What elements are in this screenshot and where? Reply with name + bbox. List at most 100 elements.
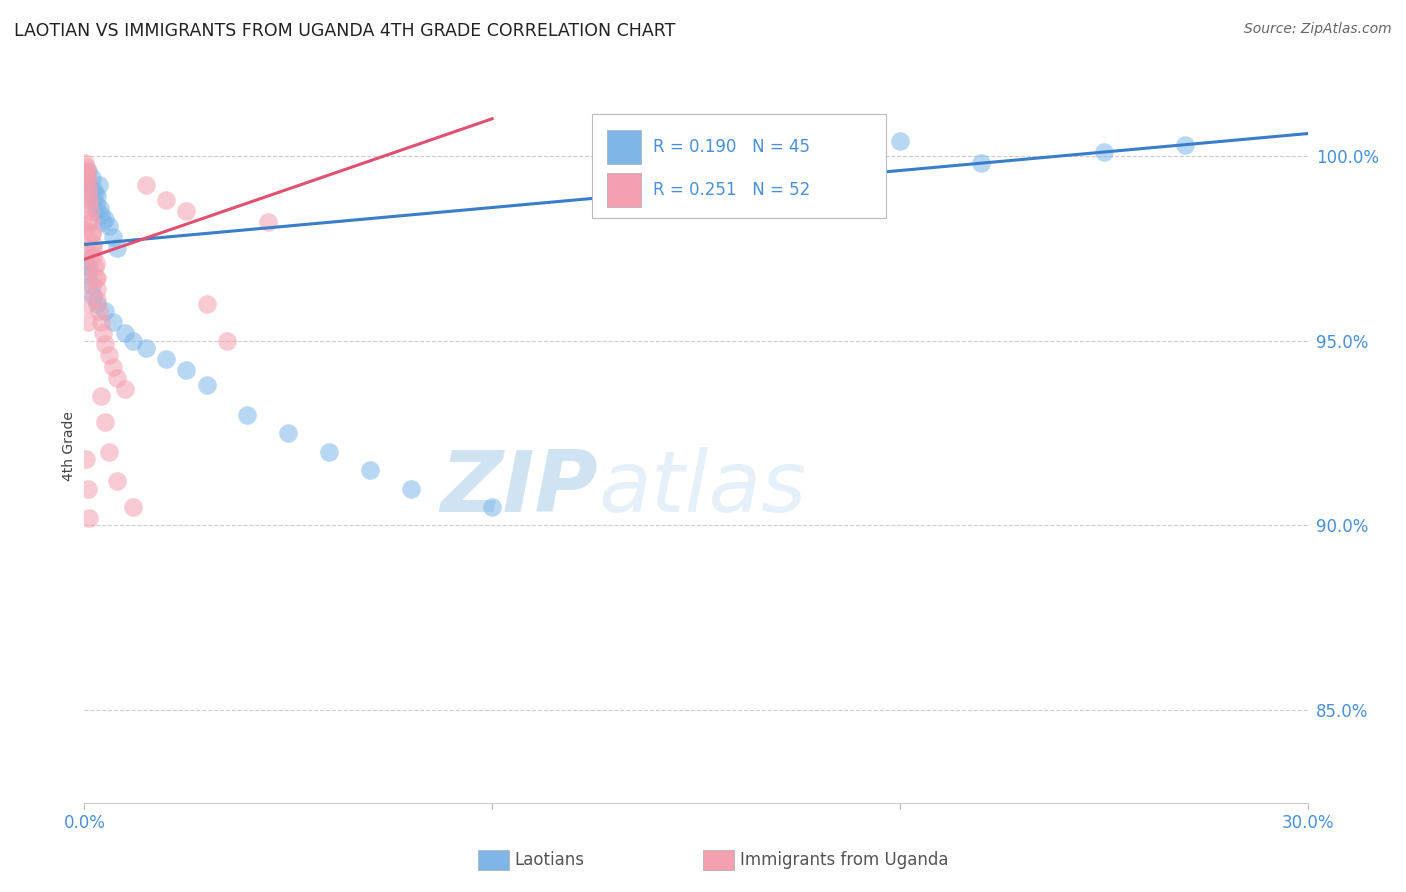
Text: R = 0.251   N = 52: R = 0.251 N = 52: [654, 181, 810, 199]
Point: [76, 278, 98, 293]
Point: [122, 334, 145, 348]
Point: [114, 382, 136, 396]
Point: [82, 193, 104, 207]
Text: ZIP: ZIP: [440, 447, 598, 531]
Point: [86, 293, 108, 307]
Point: [80, 227, 103, 241]
Point: [84, 270, 107, 285]
FancyBboxPatch shape: [592, 114, 886, 218]
Point: [76, 175, 98, 189]
Point: [135, 341, 157, 355]
Point: [1092, 145, 1115, 159]
Point: [75, 156, 97, 170]
Point: [101, 230, 124, 244]
Point: [76, 163, 98, 178]
Point: [84, 256, 107, 270]
Point: [97, 219, 120, 233]
Point: [105, 370, 128, 384]
Point: [77, 315, 100, 329]
Point: [174, 363, 197, 377]
Point: [91, 326, 114, 341]
Point: [86, 296, 108, 310]
Point: [122, 500, 145, 514]
Text: LAOTIAN VS IMMIGRANTS FROM UGANDA 4TH GRADE CORRELATION CHART: LAOTIAN VS IMMIGRANTS FROM UGANDA 4TH GR…: [14, 22, 675, 40]
Point: [83, 186, 105, 200]
Point: [77, 260, 100, 274]
Point: [82, 249, 104, 263]
Point: [217, 334, 239, 348]
Point: [1174, 137, 1197, 152]
Point: [76, 175, 98, 189]
Point: [277, 425, 299, 440]
Point: [82, 241, 104, 255]
Point: [82, 237, 104, 252]
Point: [93, 304, 117, 318]
Point: [77, 193, 100, 207]
Point: [76, 296, 98, 310]
Point: [195, 296, 218, 310]
Point: [84, 196, 107, 211]
Text: atlas: atlas: [598, 447, 806, 531]
Point: [86, 282, 108, 296]
Text: R = 0.190   N = 45: R = 0.190 N = 45: [654, 138, 810, 156]
Point: [90, 208, 112, 222]
Point: [79, 186, 101, 200]
Point: [155, 352, 177, 367]
Text: Laotians: Laotians: [515, 851, 585, 869]
Point: [481, 500, 503, 514]
Point: [75, 260, 97, 274]
Point: [75, 160, 97, 174]
Point: [76, 267, 98, 281]
Point: [77, 511, 100, 525]
Point: [75, 223, 97, 237]
Point: [889, 134, 911, 148]
Point: [97, 348, 120, 362]
Point: [76, 170, 98, 185]
Bar: [606, 130, 641, 164]
Point: [195, 378, 218, 392]
Point: [89, 201, 111, 215]
Point: [105, 241, 128, 255]
Point: [93, 211, 117, 226]
Point: [970, 156, 993, 170]
Point: [91, 215, 114, 229]
Point: [80, 227, 103, 241]
Point: [75, 241, 97, 255]
Point: [77, 196, 100, 211]
Text: 30.0%: 30.0%: [1281, 814, 1334, 832]
Point: [685, 141, 707, 155]
Point: [86, 204, 108, 219]
Point: [86, 270, 108, 285]
Point: [75, 167, 97, 181]
Point: [79, 204, 101, 219]
Point: [105, 474, 128, 488]
Point: [76, 482, 98, 496]
Point: [399, 482, 422, 496]
Point: [80, 170, 103, 185]
Point: [174, 204, 197, 219]
Point: [77, 186, 100, 200]
Text: Immigrants from Uganda: Immigrants from Uganda: [740, 851, 948, 869]
Point: [97, 444, 120, 458]
Point: [75, 167, 97, 181]
Point: [82, 182, 104, 196]
Point: [93, 337, 117, 351]
Point: [75, 452, 97, 467]
Point: [236, 408, 259, 422]
Point: [90, 389, 112, 403]
Point: [86, 189, 108, 203]
Point: [135, 178, 157, 193]
Point: [87, 178, 110, 193]
Point: [257, 215, 280, 229]
Point: [114, 326, 136, 341]
Point: [90, 315, 112, 329]
Point: [93, 415, 117, 429]
Bar: [606, 173, 641, 207]
Point: [75, 252, 97, 267]
Y-axis label: 4th Grade: 4th Grade: [62, 411, 76, 481]
Text: Source: ZipAtlas.com: Source: ZipAtlas.com: [1244, 22, 1392, 37]
Point: [87, 304, 110, 318]
Point: [101, 315, 124, 329]
Point: [80, 215, 103, 229]
Point: [359, 463, 381, 477]
